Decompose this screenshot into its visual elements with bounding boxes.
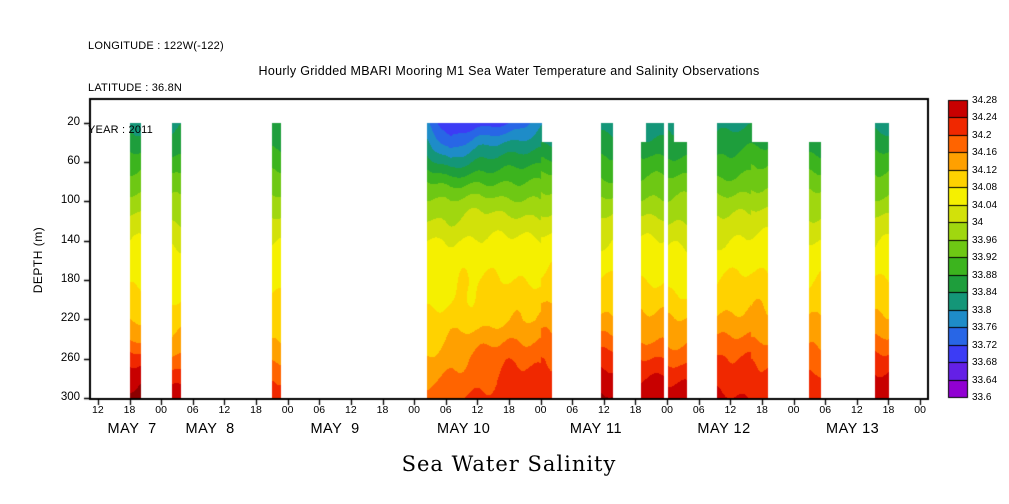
- longitude-label: LONGITUDE : 122W(-122): [88, 40, 224, 52]
- colorbar-tick-label: 34.16: [972, 147, 998, 159]
- x-tick-label: 06: [313, 404, 326, 416]
- colorbar-tick-label: 34.04: [972, 199, 998, 211]
- colorbar-tick-label: 33.92: [972, 252, 998, 264]
- colorbar-tick-label: 33.88: [972, 269, 998, 281]
- y-tick-label: 220: [60, 312, 80, 325]
- x-tick-label: 18: [503, 404, 515, 416]
- x-tick-label: 12: [724, 404, 737, 416]
- y-tick-label: 60: [67, 154, 80, 167]
- x-tick-label: 06: [439, 404, 452, 416]
- colorbar-tick-label: 33.8: [972, 304, 992, 316]
- colorbar-tick-label: 33.76: [972, 322, 998, 334]
- x-tick-label: 06: [566, 404, 579, 416]
- x-tick-label: 18: [250, 404, 262, 416]
- colorbar-tick-label: 34: [972, 217, 984, 229]
- x-tick-label: 00: [408, 404, 420, 416]
- x-tick-label: 00: [281, 404, 294, 416]
- x-tick-label: 00: [534, 404, 547, 416]
- x-tick-label: 00: [155, 404, 167, 416]
- y-tick-label: 20: [67, 115, 80, 128]
- x-tick-label: 18: [123, 404, 136, 416]
- latitude-label: LATITUDE : 36.8N: [88, 82, 183, 94]
- day-label: MAY 13: [826, 421, 880, 437]
- x-tick-label: 18: [756, 404, 768, 416]
- y-tick-label: 100: [60, 194, 80, 207]
- x-tick-label: 12: [92, 404, 104, 416]
- year-label: YEAR : 2011: [88, 124, 153, 136]
- x-tick-label: 12: [851, 404, 863, 416]
- x-tick-label: 06: [692, 404, 705, 416]
- colorbar-tick-label: 34.2: [972, 129, 992, 141]
- day-label: MAY 11: [569, 421, 623, 437]
- y-tick-label: 260: [60, 351, 80, 364]
- plot-title: Hourly Gridded MBARI Mooring M1 Sea Wate…: [258, 64, 760, 78]
- colorbar-tick-label: 34.08: [972, 182, 998, 194]
- x-tick-label: 12: [218, 404, 231, 416]
- colorbar-tick-label: 33.96: [972, 234, 998, 246]
- colorbar-tick-label: 33.64: [972, 374, 998, 386]
- colorbar-tick-label: 33.68: [972, 357, 998, 369]
- colorbar-tick-label: 34.24: [972, 112, 998, 124]
- colorbar-tick-label: 33.84: [972, 287, 998, 299]
- day-label: MAY 12: [697, 421, 751, 437]
- day-label: MAY 7: [107, 421, 157, 437]
- x-tick-label: 06: [819, 404, 832, 416]
- day-label: MAY 9: [310, 421, 360, 437]
- colorbar-tick-label: 33.6: [972, 392, 992, 403]
- y-tick-label: 180: [60, 272, 80, 285]
- x-tick-label: 12: [471, 404, 484, 416]
- x-tick-label: 06: [186, 404, 199, 416]
- x-tick-label: 18: [376, 404, 389, 416]
- x-tick-label: 12: [598, 404, 610, 416]
- x-tick-label: 00: [661, 404, 673, 416]
- x-tick-label: 00: [787, 404, 800, 416]
- x-tick-label: 18: [629, 404, 642, 416]
- x-tick-label: 00: [914, 404, 926, 416]
- colorbar-tick-label: 34.28: [972, 95, 998, 106]
- x-tick-label: 18: [882, 404, 895, 416]
- y-tick-label: 300: [60, 391, 80, 404]
- day-label: MAY 10: [437, 421, 491, 437]
- day-label: MAY 8: [185, 421, 235, 437]
- colorbar-tick-label: 34.12: [972, 164, 998, 176]
- metadata-block: LONGITUDE : 122W(-122) LATITUDE : 36.8N …: [88, 11, 224, 165]
- y-tick-label: 140: [60, 233, 80, 246]
- x-tick-label: 12: [345, 404, 357, 416]
- bottom-title: Sea Water Salinity: [401, 452, 617, 476]
- colorbar-tick-label: 33.72: [972, 339, 998, 351]
- y-axis-label: DEPTH (m): [31, 226, 45, 294]
